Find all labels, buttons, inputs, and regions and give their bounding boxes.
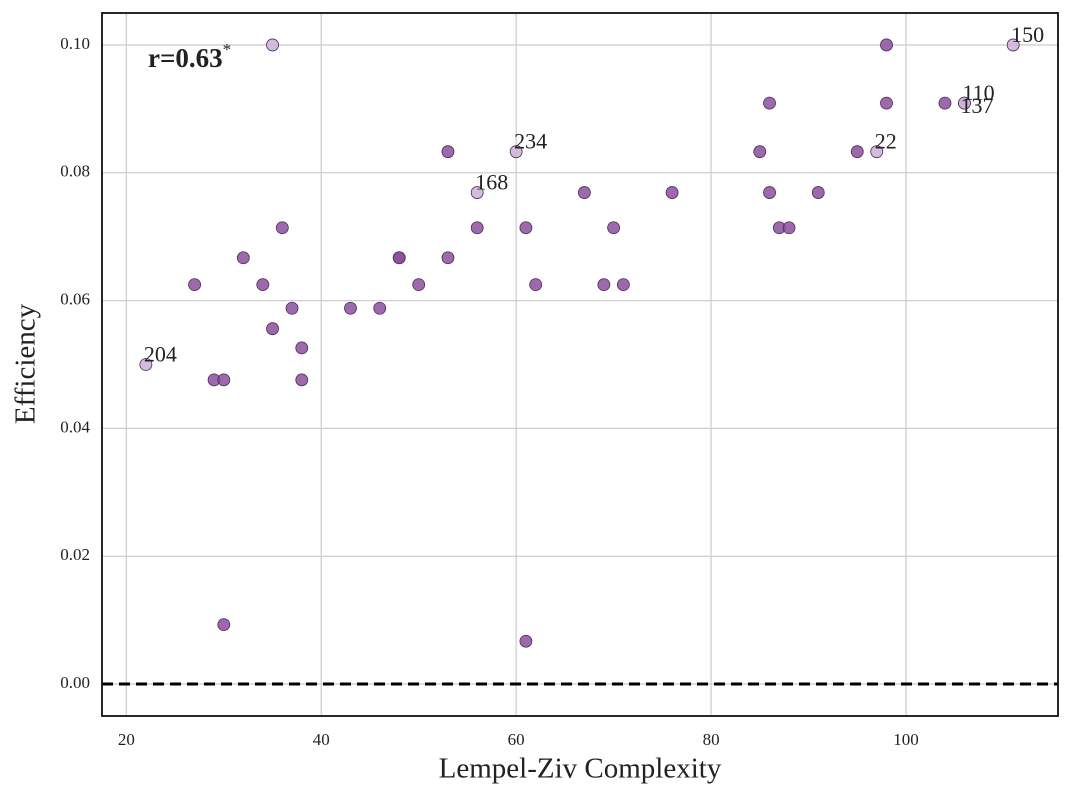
point (870, 145, 884, 159)
point (763, 96, 776, 110)
point-label: 150 (1011, 22, 1044, 47)
point (1006, 38, 1020, 52)
y-tick-label: 0.04 (60, 417, 90, 436)
point (266, 38, 279, 52)
x-tick-label: 20 (118, 730, 135, 749)
point (938, 96, 952, 110)
point (880, 96, 893, 110)
x-tick-label: 60 (508, 730, 525, 749)
point (441, 251, 455, 265)
point (607, 221, 621, 235)
point (217, 373, 231, 387)
point (441, 145, 455, 159)
point (470, 221, 484, 235)
point (285, 301, 299, 315)
annotation-sup: * (223, 40, 232, 59)
point (470, 186, 484, 199)
point (616, 278, 630, 292)
point (850, 145, 864, 159)
point (256, 278, 270, 292)
point (577, 186, 591, 199)
point (275, 221, 289, 235)
x-axis-label: Lempel-Ziv Complexity (439, 753, 722, 785)
point (958, 96, 971, 110)
point (266, 322, 279, 336)
x-tick-label: 100 (893, 730, 919, 749)
point (188, 278, 201, 292)
annotation: r=0.63* (148, 40, 231, 73)
point-label: 110 (962, 80, 994, 105)
point (519, 221, 533, 235)
point (236, 251, 250, 265)
point (295, 341, 309, 355)
y-tick-label: 0.08 (60, 162, 90, 181)
point (392, 251, 406, 265)
point (373, 301, 387, 315)
y-tick-label: 0.02 (60, 545, 90, 564)
y-tick-label: 0.00 (60, 673, 90, 692)
point-label: 168 (475, 170, 508, 195)
x-tick-label: 80 (703, 730, 720, 749)
plot-frame (101, 12, 1059, 717)
point (344, 301, 357, 315)
point (880, 38, 893, 52)
point (509, 145, 523, 159)
y-axis-label: Efficiency (10, 303, 42, 424)
x-tick-label: 40 (313, 730, 330, 749)
point (295, 373, 309, 387)
point (753, 145, 767, 159)
point (412, 278, 426, 292)
point (597, 278, 611, 292)
point-label: 22 (875, 129, 897, 154)
point (763, 186, 776, 199)
y-tick-label: 0.06 (60, 289, 90, 308)
point-label: 204 (144, 342, 177, 367)
point (217, 618, 231, 632)
point (139, 358, 153, 371)
y-tick-label: 0.10 (60, 34, 90, 53)
point (782, 221, 796, 235)
point (519, 634, 533, 648)
point-label: 234 (514, 129, 547, 154)
point (811, 186, 825, 199)
annotation-text: r=0.63 (148, 43, 223, 73)
point (529, 278, 543, 292)
point-label: 137 (960, 93, 993, 118)
point (665, 186, 679, 199)
